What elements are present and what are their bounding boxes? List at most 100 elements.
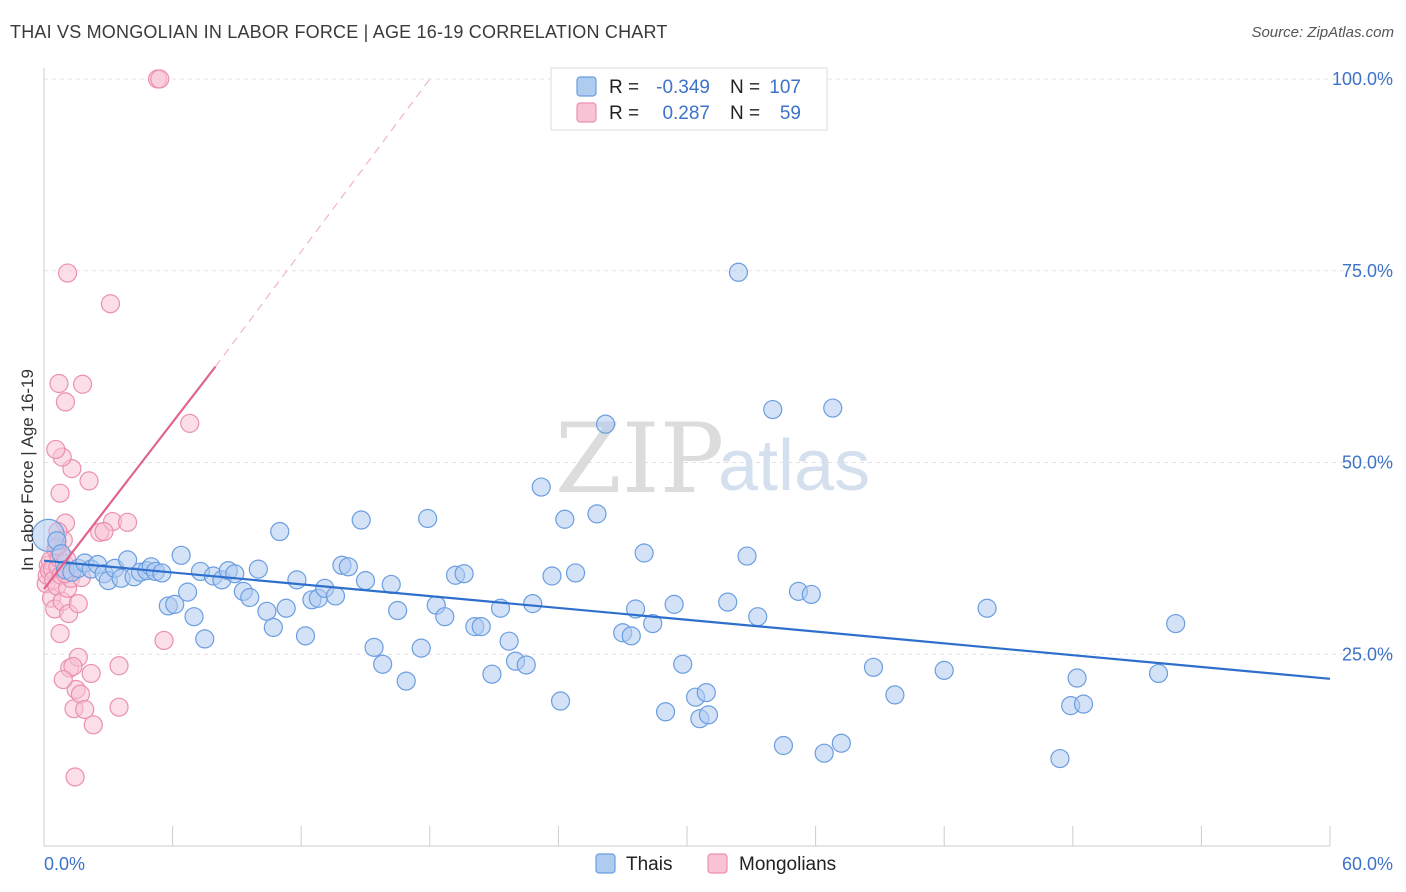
- legend-r-value-thais: -0.349: [656, 77, 710, 98]
- legend-box: [550, 67, 828, 131]
- thais-point-37: [276, 598, 296, 618]
- thais-point-39: [295, 626, 316, 646]
- thais-point-73: [595, 414, 616, 434]
- thais-point-105: [1166, 613, 1186, 634]
- thais-point-24: [184, 607, 204, 627]
- x-tick-labels: 0.0% 60.0%: [44, 854, 1393, 874]
- mongolians-point-13: [50, 623, 70, 644]
- thais-point-49: [373, 654, 393, 674]
- thais-point-52: [396, 671, 416, 691]
- thais-point-43: [325, 586, 346, 606]
- mongolians-trendline-extended: [214, 78, 431, 367]
- thais-point-33: [248, 559, 268, 579]
- thais-point-67: [531, 477, 551, 497]
- thais-point-48: [364, 637, 384, 657]
- thais-point-78: [643, 613, 663, 634]
- mongolians-point-38: [180, 413, 200, 433]
- y-tick-label-0: 100.0%: [1332, 69, 1393, 89]
- axes: [43, 68, 1331, 847]
- thais-point-106: [696, 682, 716, 703]
- watermark-zip: ZIP: [555, 403, 724, 515]
- y-tick-label-3: 25.0%: [1342, 644, 1393, 664]
- y-tick-label-1: 75.0%: [1342, 261, 1393, 281]
- thais-point-97: [885, 685, 905, 705]
- thais-point-60: [471, 617, 491, 637]
- mongolians-point-50: [53, 669, 73, 690]
- thais-point-81: [673, 654, 693, 674]
- thais-point-68: [542, 566, 562, 586]
- mongolians-point-32: [55, 392, 76, 412]
- thais-point-32: [240, 587, 260, 608]
- mongolians-point-57: [154, 630, 174, 651]
- trendlines: [43, 78, 1331, 680]
- thais-point-56: [435, 607, 455, 627]
- thais-point-84: [698, 705, 719, 725]
- thais-point-30: [225, 564, 245, 584]
- thais-point-86: [728, 262, 749, 282]
- thais-point-66: [523, 594, 543, 614]
- thais-point-36: [270, 521, 290, 542]
- thais-point-51: [388, 600, 408, 621]
- thais-point-85: [718, 592, 738, 612]
- thais-point-34: [257, 601, 277, 621]
- thais-point-54: [418, 508, 438, 529]
- thais-point-80: [664, 594, 684, 614]
- y-axis-label: In Labor Force | Age 16-19: [18, 369, 37, 571]
- legend-swatch-thais: [576, 76, 597, 97]
- y-tick-labels: 100.0% 75.0% 50.0% 25.0%: [1332, 69, 1393, 664]
- legend-swatch-mongolians: [576, 102, 597, 123]
- mongolians-point-39: [79, 471, 99, 491]
- thais-trendline: [43, 559, 1331, 680]
- thais-point-65: [516, 655, 536, 675]
- thais-point-22: [171, 545, 191, 565]
- legend-n-label-thais: N =: [730, 77, 760, 98]
- mongolians-point-34: [57, 263, 78, 283]
- thais-point-58: [454, 564, 474, 584]
- x-tick-label-1: 60.0%: [1342, 854, 1393, 874]
- thais-point-63: [499, 631, 519, 651]
- mongolians-point-31: [49, 373, 69, 394]
- bottom-legend-swatch-mongolians: [707, 853, 728, 874]
- legend-r-label-mongolians: R =: [609, 103, 639, 124]
- mongolians-point-43: [94, 521, 114, 542]
- thais-point-96: [863, 657, 884, 677]
- source-credit: Source: ZipAtlas.com: [1251, 24, 1394, 41]
- mongolians-point-37: [150, 69, 170, 89]
- mongolians-point-44: [109, 656, 129, 676]
- watermark: ZIP atlas: [555, 403, 870, 515]
- thais-point-87: [737, 546, 757, 566]
- y-tick-label-2: 50.0%: [1342, 453, 1393, 473]
- bottom-legend-thais: Thais: [626, 854, 672, 875]
- mongolians-point-33: [72, 374, 93, 394]
- thais-point-92: [801, 584, 821, 605]
- thais-point-46: [351, 510, 371, 530]
- thais-point-98: [934, 660, 954, 680]
- legend-n-value-thais: 107: [769, 77, 801, 98]
- thais-point-89: [763, 399, 783, 420]
- gridlines: [44, 78, 1392, 655]
- thais-point-70: [555, 509, 575, 529]
- mongolians-point-49: [63, 656, 83, 677]
- thais-point-77: [634, 543, 654, 563]
- thais-point-71: [565, 563, 586, 583]
- thais-point-53: [411, 638, 431, 658]
- mongolians-point-46: [81, 663, 101, 684]
- thais-point-72: [587, 504, 607, 524]
- thais-point-26: [195, 629, 215, 649]
- legend-n-label-mongolians: N =: [730, 103, 760, 124]
- thais-point-88: [748, 607, 768, 627]
- thais-point-61: [482, 664, 502, 684]
- bottom-legend-swatch-thais: [595, 853, 616, 874]
- legend-r-value-mongolians: 0.287: [662, 103, 710, 124]
- thais-point-100: [1050, 748, 1070, 769]
- mongolians-trendline: [43, 365, 217, 590]
- thais-point-102: [1067, 668, 1087, 688]
- thais-point-38: [287, 570, 307, 590]
- mongolians-points: [36, 69, 200, 787]
- thais-point-50: [381, 574, 401, 595]
- thais-point-45: [338, 557, 358, 577]
- bottom-legend-mongolians: Mongolians: [739, 854, 836, 875]
- bottom-legend: Thais Mongolians: [595, 853, 836, 875]
- thais-point-75: [621, 626, 641, 646]
